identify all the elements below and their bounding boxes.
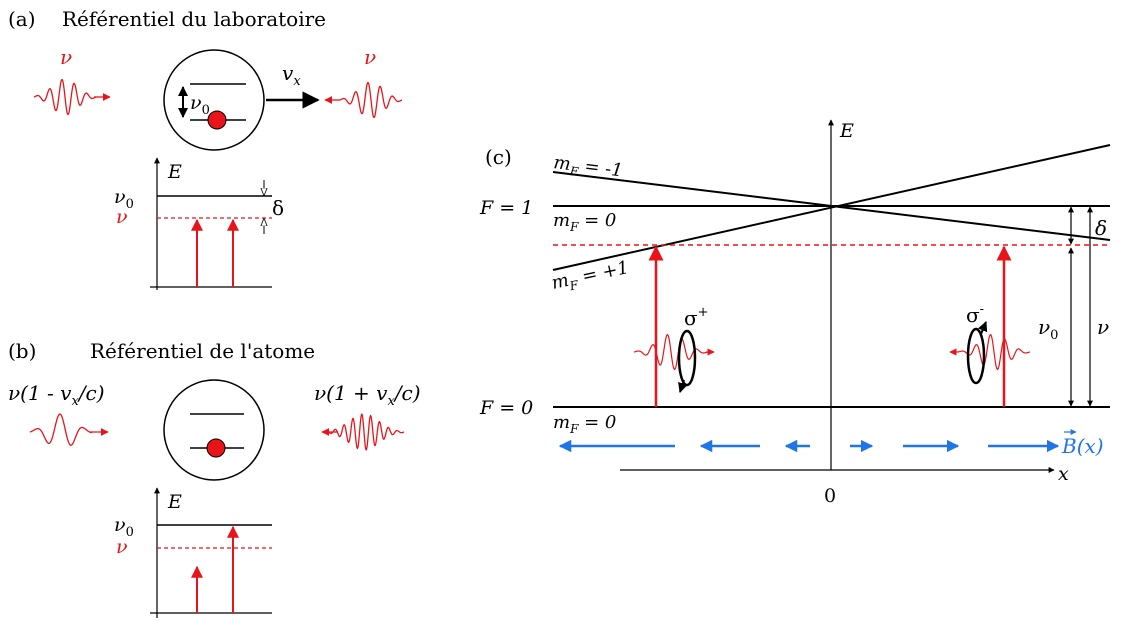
atom-a-circle	[164, 50, 264, 150]
atom-b-electron	[207, 439, 225, 457]
atom-a-nu0: ν0	[190, 92, 210, 118]
panel-a-title: Référentiel du laboratoire	[62, 7, 326, 31]
mF-0-upper-label: mF = 0	[553, 210, 616, 234]
mF-minus1-label: mF = -1	[552, 152, 624, 184]
freq-right-b: ν(1 + vx/c)	[314, 381, 421, 409]
wavepacket-sigma-plus	[634, 335, 708, 370]
mF-plus1-label: mF = +1	[550, 257, 632, 297]
sigma-minus-label: σ-	[966, 302, 984, 327]
sigma-minus-polarization-icon	[968, 329, 984, 383]
wavepacket-b-left	[30, 414, 92, 445]
sigma-plus-label: σ+	[684, 305, 709, 330]
energy-label-c: E	[839, 120, 854, 142]
panel-b: (b) Référentiel de l'atome ν(1 - vx/c) ν…	[8, 339, 421, 618]
freq-left-b: ν(1 - vx/c)	[8, 381, 105, 409]
velocity-label: vx	[282, 61, 301, 89]
level-nu-label-a: ν	[116, 206, 128, 228]
panel-b-label: (b)	[8, 339, 36, 363]
energy-label-b: E	[167, 491, 182, 513]
detuning-label-a: δ	[272, 196, 284, 220]
wavepacket-a-left	[34, 80, 96, 115]
x-axis-label-c: x	[1058, 463, 1069, 485]
field-label-c: B(x)	[1061, 434, 1104, 458]
panel-c: (c) E x 0 F = 1 F = 0 mF = -1 mF = 0 mF …	[479, 120, 1110, 507]
energy-label-a: E	[167, 161, 182, 183]
atom-b-circle	[164, 380, 264, 480]
mF-0-lower-label: mF = 0	[553, 412, 616, 436]
level-nu-label-b: ν	[116, 536, 128, 558]
F0-label: F = 0	[479, 397, 533, 419]
sigma-minus-rotation-arrow	[981, 322, 986, 334]
wavepacket-a-right	[340, 83, 402, 118]
detuning-label-c: δ	[1095, 216, 1107, 240]
panel-a-label: (a)	[8, 7, 36, 31]
photon-a-left-freq: ν	[60, 45, 72, 69]
origin-label-c: 0	[824, 485, 836, 507]
F1-label: F = 1	[479, 197, 533, 219]
panel-c-label: (c)	[485, 145, 512, 169]
panel-b-title: Référentiel de l'atome	[90, 339, 315, 363]
nu0-label-c: ν0	[1038, 315, 1058, 343]
panel-a: (a) Référentiel du laboratoire ν ν0 vx ν…	[8, 7, 402, 290]
nu-label-c: ν	[1097, 315, 1109, 339]
atom-a-electron	[208, 111, 226, 129]
photon-a-right-freq: ν	[364, 45, 376, 69]
